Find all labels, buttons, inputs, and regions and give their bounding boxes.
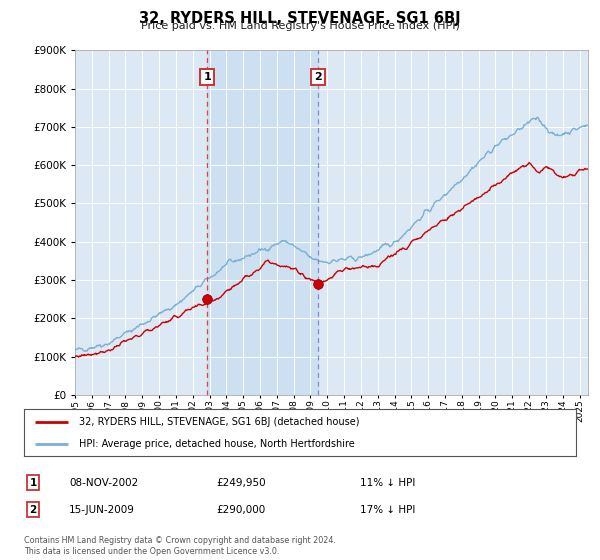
Text: £249,950: £249,950 <box>216 478 266 488</box>
Text: 2: 2 <box>29 505 37 515</box>
Bar <box>207 50 318 395</box>
Text: 1: 1 <box>203 72 211 82</box>
Text: 32, RYDERS HILL, STEVENAGE, SG1 6BJ: 32, RYDERS HILL, STEVENAGE, SG1 6BJ <box>139 11 461 26</box>
Text: Price paid vs. HM Land Registry's House Price Index (HPI): Price paid vs. HM Land Registry's House … <box>140 21 460 31</box>
Text: Contains HM Land Registry data © Crown copyright and database right 2024.
This d: Contains HM Land Registry data © Crown c… <box>24 536 336 556</box>
Text: 2: 2 <box>314 72 322 82</box>
Text: HPI: Average price, detached house, North Hertfordshire: HPI: Average price, detached house, Nort… <box>79 438 355 449</box>
Text: 15-JUN-2009: 15-JUN-2009 <box>69 505 135 515</box>
Text: 32, RYDERS HILL, STEVENAGE, SG1 6BJ (detached house): 32, RYDERS HILL, STEVENAGE, SG1 6BJ (det… <box>79 417 360 427</box>
Text: 08-NOV-2002: 08-NOV-2002 <box>69 478 138 488</box>
Text: 17% ↓ HPI: 17% ↓ HPI <box>360 505 415 515</box>
Text: 11% ↓ HPI: 11% ↓ HPI <box>360 478 415 488</box>
Text: £290,000: £290,000 <box>216 505 265 515</box>
Text: 1: 1 <box>29 478 37 488</box>
